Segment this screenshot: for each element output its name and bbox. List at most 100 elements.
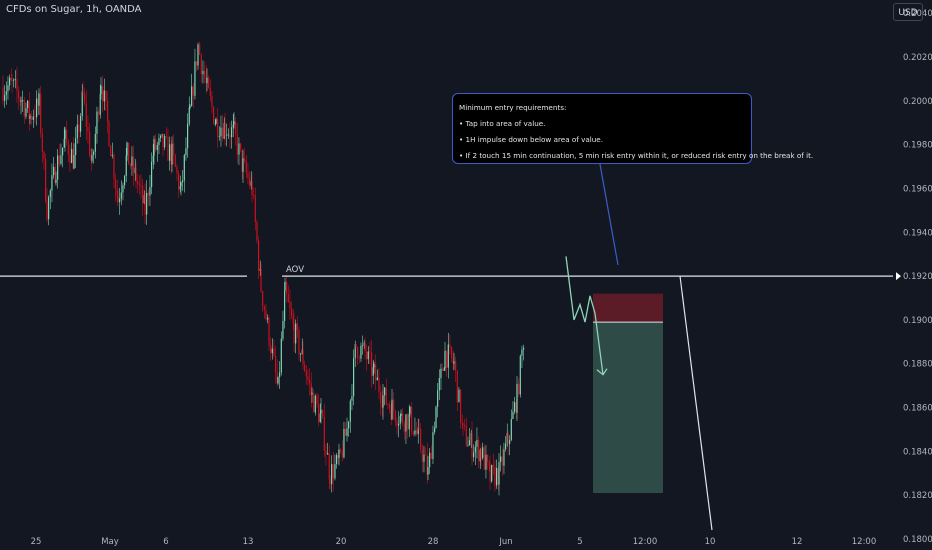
candle-body (296, 323, 298, 330)
candle-body (238, 143, 240, 155)
candle-body (199, 44, 201, 55)
candle-body (169, 144, 171, 161)
candle-body (349, 400, 351, 422)
candle-body (500, 456, 502, 462)
candle-body (316, 395, 318, 405)
candle-body (231, 127, 233, 138)
candle-body (167, 136, 169, 161)
candle-body (60, 155, 62, 164)
candle-body (180, 182, 182, 187)
candle-body (505, 443, 507, 450)
candle-body (249, 177, 251, 186)
candle-body (473, 452, 475, 458)
candle-body (465, 426, 467, 446)
candle-body (449, 344, 451, 348)
candle-body (182, 180, 184, 183)
candle-body (341, 451, 343, 458)
candle-body (98, 111, 100, 115)
candle-body (9, 77, 11, 86)
candle-body (32, 116, 34, 120)
candle-body (91, 154, 93, 161)
candle-body (214, 123, 216, 125)
target-zone (593, 322, 663, 494)
candle-body (348, 421, 350, 429)
candle-body (120, 192, 122, 199)
candle-body (506, 433, 508, 444)
candle-body (376, 377, 378, 381)
stop-zone (593, 293, 663, 323)
candle-body (235, 121, 237, 135)
candle-body (353, 358, 355, 397)
candle-body (2, 87, 4, 101)
candle-body (469, 440, 471, 446)
candle-body (464, 424, 466, 427)
candle-body (89, 131, 91, 156)
candle-body (218, 136, 220, 138)
candle-body (478, 440, 480, 462)
candle-body (176, 166, 178, 174)
candle-body (38, 93, 40, 106)
candle-body (162, 133, 164, 148)
candle-body (327, 453, 329, 455)
candle-body (81, 91, 83, 117)
candle-body (503, 449, 505, 466)
candle-body (43, 152, 45, 159)
candle-body (403, 423, 405, 432)
candle-body (129, 164, 131, 166)
candle-body (223, 122, 225, 139)
candle-body (488, 461, 490, 466)
candle-body (58, 155, 60, 164)
candle-body (265, 310, 267, 320)
candle-body (426, 455, 428, 475)
candle-body (444, 350, 446, 369)
candle-body (293, 324, 295, 344)
candle-body (51, 175, 53, 191)
candle-body (119, 198, 121, 203)
candle-body (434, 428, 436, 433)
candle-body (346, 428, 348, 436)
candle-body (336, 455, 338, 465)
candle-body (301, 349, 303, 354)
candle-body (430, 452, 432, 459)
candle-body (165, 136, 167, 137)
candle-body (458, 389, 460, 403)
candle-body (161, 133, 163, 136)
candle-body (474, 446, 476, 453)
candle-body (437, 390, 439, 407)
candle-body (360, 345, 362, 359)
candle-body (254, 195, 256, 222)
candle-body (371, 352, 373, 376)
candle-body (282, 320, 284, 339)
candle-body (380, 392, 382, 404)
candle-body (178, 173, 180, 190)
currency-button[interactable]: USD (893, 3, 923, 21)
candle-body (421, 449, 423, 462)
candle-body (183, 155, 185, 181)
candle-body (372, 367, 374, 376)
candle-body (78, 124, 80, 132)
candle-body (232, 124, 234, 128)
x-tick-label: May (101, 537, 119, 547)
candle-body (29, 115, 31, 119)
candle-body (28, 100, 30, 119)
candle-body (340, 449, 342, 452)
candle-body (462, 423, 464, 425)
candle-body (470, 433, 472, 441)
candle-body (49, 190, 51, 198)
candle-body (250, 181, 252, 186)
candle-body (205, 77, 207, 84)
candle-body (402, 413, 404, 424)
candle-body (516, 383, 518, 413)
candle-body (487, 454, 489, 462)
candle-body (485, 454, 487, 470)
candle-body (96, 111, 98, 134)
candle-body (407, 414, 409, 430)
